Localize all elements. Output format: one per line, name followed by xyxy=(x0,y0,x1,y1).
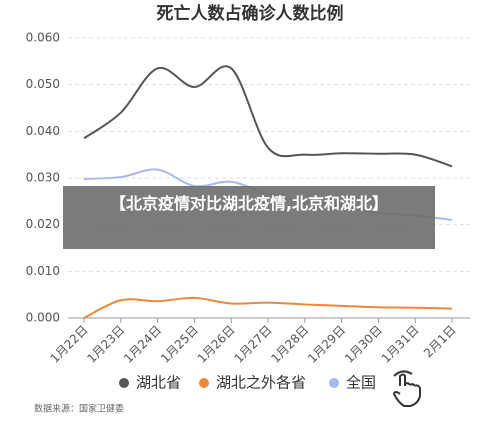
x-tick-label: 1月25日 xyxy=(158,323,201,366)
legend-marker xyxy=(199,378,209,388)
legend-label: 全国 xyxy=(346,374,376,392)
x-tick-label: 1月30日 xyxy=(342,323,385,366)
legend-marker xyxy=(119,378,129,388)
x-tick-label: 1月31日 xyxy=(379,323,422,366)
legend-label: 湖北省 xyxy=(136,374,181,392)
x-tick-label: 2月1日 xyxy=(421,323,459,361)
annotation-banner: 【北京疫情对比湖北疫情,北京和湖北】 xyxy=(63,186,435,249)
y-tick-label: 0.020 xyxy=(26,217,60,231)
legend-marker xyxy=(329,378,339,388)
y-tick-label: 0.030 xyxy=(26,171,60,185)
x-tick-label: 1月29日 xyxy=(305,323,348,366)
x-tick-label: 1月26日 xyxy=(195,323,238,366)
series-line xyxy=(83,65,453,168)
y-tick-label: 0.000 xyxy=(26,311,60,325)
x-tick-label: 1月28日 xyxy=(268,323,311,366)
y-tick-label: 0.060 xyxy=(26,31,60,45)
x-tick-label: 1月23日 xyxy=(84,323,127,366)
x-tick-label: 1月24日 xyxy=(121,323,164,366)
y-tick-label: 0.050 xyxy=(26,77,60,91)
x-tick-label: 1月27日 xyxy=(232,323,275,366)
legend-label: 湖北之外各省 xyxy=(216,374,306,392)
x-tick-label: 1月22日 xyxy=(48,323,91,366)
y-tick-label: 0.040 xyxy=(26,124,60,138)
series-line xyxy=(83,296,453,319)
source: 数据来源：国家卫健委 xyxy=(34,403,124,415)
hand-icon xyxy=(392,370,421,407)
chart-title: 死亡人数占确诊人数比例 xyxy=(157,3,344,24)
y-tick-label: 0.010 xyxy=(26,264,60,278)
